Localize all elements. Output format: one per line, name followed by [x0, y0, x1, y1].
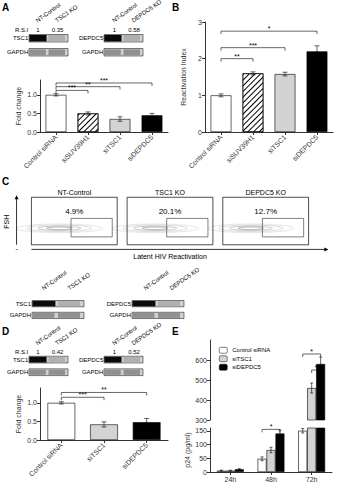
svg-text:DEPDC5: DEPDC5: [107, 301, 132, 307]
svg-text:100: 100: [195, 441, 207, 448]
svg-text:2: 2: [198, 55, 202, 62]
svg-text:**: **: [101, 386, 107, 393]
svg-text:72h: 72h: [306, 476, 318, 483]
svg-text:1: 1: [198, 92, 202, 99]
svg-text:siDEPDC5: siDEPDC5: [232, 364, 261, 370]
svg-text:siTSC1: siTSC1: [232, 356, 252, 362]
svg-text:R.S.I: R.S.I: [15, 27, 29, 33]
svg-text:0.52: 0.52: [128, 349, 140, 355]
svg-text:**: **: [234, 53, 240, 60]
svg-text:600: 600: [195, 357, 207, 364]
svg-text:GAPDH: GAPDH: [7, 49, 28, 55]
svg-text:GAPDH: GAPDH: [110, 312, 131, 318]
svg-text:3: 3: [198, 19, 202, 26]
svg-text:E: E: [172, 326, 179, 337]
svg-text:Fold change: Fold change: [15, 395, 23, 434]
svg-text:siTSC1: siTSC1: [101, 133, 122, 154]
svg-text:siDEPDC5: siDEPDC5: [291, 133, 320, 162]
svg-text:***: ***: [68, 84, 76, 91]
svg-text:D: D: [2, 326, 9, 337]
svg-text:20.1%: 20.1%: [159, 207, 182, 216]
svg-text:500: 500: [195, 377, 207, 384]
svg-text:1: 1: [36, 27, 40, 33]
svg-text:12.7%: 12.7%: [254, 207, 277, 216]
svg-text:***: ***: [249, 42, 257, 49]
svg-text:0: 0: [203, 469, 207, 476]
svg-text:48h: 48h: [265, 476, 277, 483]
svg-text:DEPDC5 KO: DEPDC5 KO: [131, 0, 163, 23]
svg-text:0.35: 0.35: [52, 27, 64, 33]
svg-text:0.58: 0.58: [128, 27, 140, 33]
svg-text:***: ***: [100, 77, 108, 84]
svg-text:siTSC1: siTSC1: [85, 441, 106, 462]
svg-text:1: 1: [36, 349, 40, 355]
svg-text:4.9%: 4.9%: [65, 207, 83, 216]
svg-text:24h: 24h: [224, 476, 236, 483]
svg-text:DEPDC5 KO: DEPDC5 KO: [169, 266, 201, 291]
svg-text:FSH: FSH: [3, 215, 10, 229]
svg-text:0: 0: [198, 129, 202, 136]
svg-text:Control siRNA: Control siRNA: [187, 133, 223, 169]
svg-text:1: 1: [113, 349, 117, 355]
svg-text:siDEPDC5: siDEPDC5: [121, 441, 150, 470]
svg-text:R.S.I: R.S.I: [15, 349, 29, 355]
svg-text:DEPDC5: DEPDC5: [79, 35, 104, 41]
svg-text:1: 1: [113, 27, 117, 33]
svg-text:Fold change: Fold change: [15, 87, 23, 126]
svg-text:DEPDC5 KO: DEPDC5 KO: [245, 189, 286, 196]
svg-text:0.5: 0.5: [27, 418, 37, 425]
svg-text:**: **: [85, 81, 91, 88]
svg-text:TSC1: TSC1: [16, 301, 32, 307]
svg-text:Latent HIV Reactivation: Latent HIV Reactivation: [133, 253, 207, 260]
svg-text:0.0: 0.0: [27, 437, 37, 444]
svg-text:siSUV39H1: siSUV39H1: [225, 133, 256, 164]
svg-text:GAPDH: GAPDH: [82, 49, 103, 55]
svg-text:NT-Control: NT-Control: [143, 270, 170, 292]
svg-text:Control siRNA: Control siRNA: [232, 347, 270, 353]
svg-text:TSC1 KO: TSC1 KO: [67, 271, 92, 291]
svg-text:GAPDH: GAPDH: [82, 369, 103, 375]
svg-text:300: 300: [195, 417, 207, 424]
svg-text:TSC1 KO: TSC1 KO: [54, 4, 79, 24]
svg-text:GAPDH: GAPDH: [7, 369, 28, 375]
svg-text:50: 50: [199, 455, 207, 462]
svg-text:TSC1: TSC1: [13, 357, 29, 363]
svg-text:TSC1: TSC1: [13, 35, 29, 41]
svg-text:Control siRNA: Control siRNA: [22, 133, 58, 169]
svg-text:C: C: [2, 176, 9, 187]
svg-text:0.0: 0.0: [27, 129, 37, 136]
svg-text:-: -: [15, 245, 18, 252]
svg-text:*: *: [270, 423, 273, 430]
svg-text:NT-Control: NT-Control: [34, 1, 62, 24]
svg-text:TSC1 KO: TSC1 KO: [155, 189, 186, 196]
svg-text:0.42: 0.42: [52, 349, 64, 355]
svg-text:Control siRNA: Control siRNA: [28, 441, 64, 477]
svg-text:NT-Control: NT-Control: [41, 270, 68, 292]
svg-text:siDEPDC5: siDEPDC5: [126, 133, 155, 162]
svg-text:0.5: 0.5: [27, 110, 37, 117]
svg-text:NT-Control: NT-Control: [111, 324, 139, 347]
svg-text:A: A: [2, 2, 9, 13]
svg-text:B: B: [172, 2, 179, 13]
svg-text:400: 400: [195, 397, 207, 404]
svg-text:siSUV39H1: siSUV39H1: [60, 133, 91, 164]
svg-text:NT-Control: NT-Control: [111, 1, 139, 24]
svg-text:*: *: [268, 25, 271, 32]
svg-text:TSC1 KO: TSC1 KO: [54, 327, 79, 347]
svg-text:*: *: [315, 364, 318, 371]
svg-text:1.0: 1.0: [27, 399, 37, 406]
svg-text:siTSC1: siTSC1: [266, 133, 287, 154]
svg-text:150: 150: [195, 427, 207, 434]
svg-text:DEPDC5: DEPDC5: [79, 357, 104, 363]
svg-text:GAPDH: GAPDH: [10, 312, 31, 318]
svg-text:Reactivation Index: Reactivation Index: [180, 48, 187, 106]
svg-text:NT-Control: NT-Control: [34, 324, 62, 347]
svg-text:DEPDC5 KO: DEPDC5 KO: [131, 321, 163, 346]
svg-text:1.0: 1.0: [27, 91, 37, 98]
svg-text:*: *: [310, 348, 313, 355]
svg-text:NT-Control: NT-Control: [57, 189, 91, 196]
svg-text:p24 (pg/ml): p24 (pg/ml): [184, 432, 192, 467]
